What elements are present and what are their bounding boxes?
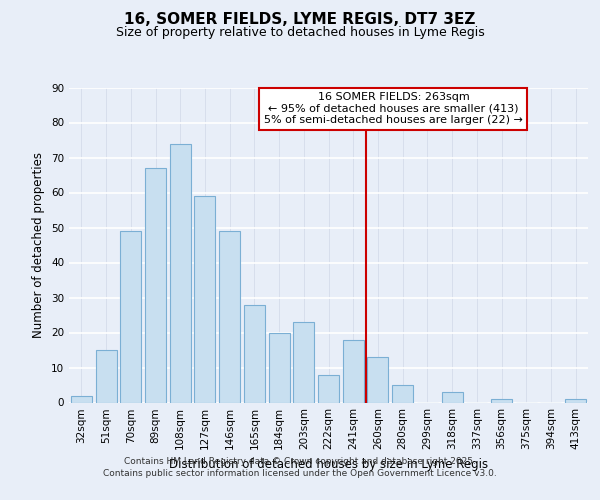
Bar (343, 340, 364, 402)
Text: Size of property relative to detached houses in Lyme Regis: Size of property relative to detached ho… (116, 26, 484, 39)
Bar (392, 385, 413, 402)
Bar (170, 144, 191, 402)
Text: 16 SOMER FIELDS: 263sqm
← 95% of detached houses are smaller (413)
5% of semi-de: 16 SOMER FIELDS: 263sqm ← 95% of detache… (264, 92, 523, 126)
Bar (71, 396, 92, 402)
Text: Contains HM Land Registry data © Crown copyright and database right 2025.: Contains HM Land Registry data © Crown c… (124, 458, 476, 466)
Bar (95, 350, 116, 403)
X-axis label: Distribution of detached houses by size in Lyme Regis: Distribution of detached houses by size … (169, 458, 488, 471)
Bar (269, 332, 290, 402)
Bar (293, 322, 314, 402)
Bar (318, 374, 339, 402)
Bar (194, 196, 215, 402)
Bar (367, 357, 388, 403)
Bar (145, 168, 166, 402)
Bar (120, 231, 141, 402)
Y-axis label: Number of detached properties: Number of detached properties (32, 152, 46, 338)
Bar (244, 304, 265, 402)
Bar (491, 399, 512, 402)
Bar (219, 231, 240, 402)
Text: 16, SOMER FIELDS, LYME REGIS, DT7 3EZ: 16, SOMER FIELDS, LYME REGIS, DT7 3EZ (124, 12, 476, 28)
Bar (442, 392, 463, 402)
Bar (565, 399, 586, 402)
Text: Contains public sector information licensed under the Open Government Licence v3: Contains public sector information licen… (103, 469, 497, 478)
